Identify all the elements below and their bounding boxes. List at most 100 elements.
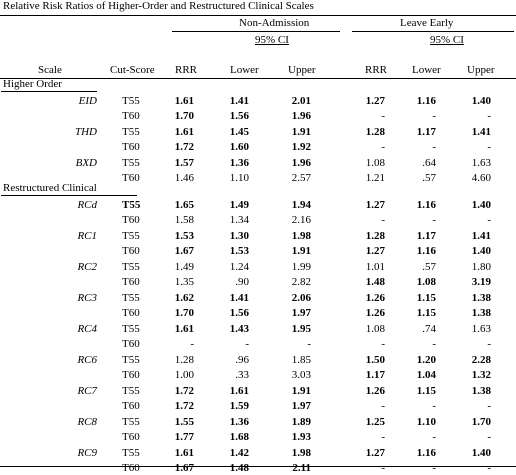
table-cell: 1.27 [365, 245, 385, 257]
scale-name: RC8 [77, 416, 97, 428]
ci-label-non-admission: 95% CI [255, 34, 289, 46]
table-title: Relative Risk Ratios of Higher-Order and… [3, 0, 314, 12]
table-cell: - [487, 462, 491, 474]
table-cell: 1.01 [365, 261, 385, 273]
table-cell: 1.26 [365, 385, 385, 397]
table-cell: 2.01 [291, 95, 311, 107]
table-cell: 1.27 [365, 95, 385, 107]
table-cell: 1.94 [291, 199, 311, 211]
table-cell: 1.96 [291, 110, 311, 122]
table-cell: 1.63 [471, 323, 491, 335]
table-cell: 1.27 [365, 447, 385, 459]
table-cell: 1.68 [229, 431, 249, 443]
table-cell: - [487, 141, 491, 153]
table-cell: .64 [422, 157, 436, 169]
cut-score: T55 [122, 416, 140, 428]
cut-score: T55 [122, 447, 140, 459]
table-cell: 1.61 [174, 95, 194, 107]
ci-label-leave-early: 95% CI [430, 34, 464, 46]
table-cell: 1.28 [365, 230, 385, 242]
table-cell: 1.85 [291, 354, 311, 366]
cut-score: T60 [122, 431, 140, 443]
table-cell: 1.40 [471, 199, 491, 211]
table-cell: 1.10 [416, 416, 436, 428]
scale-name: RC7 [77, 385, 97, 397]
table-cell: 1.21 [365, 172, 385, 184]
scale-name: RC9 [77, 447, 97, 459]
table-cell: 1.80 [471, 261, 491, 273]
table-cell: 1.43 [229, 323, 249, 335]
scale-name: RC4 [77, 323, 97, 335]
cut-score: T55 [122, 292, 140, 304]
table-cell: 1.58 [174, 214, 194, 226]
table-cell: 1.16 [416, 447, 436, 459]
table-cell: - [381, 110, 385, 122]
table-cell: 1.25 [365, 416, 385, 428]
table-cell: 1.38 [471, 385, 491, 397]
table-cell: 1.61 [174, 323, 194, 335]
table-cell: 1.16 [416, 95, 436, 107]
table-cell: - [307, 338, 311, 350]
table-cell: 1.91 [291, 126, 311, 138]
table-cell: 1.77 [174, 431, 194, 443]
header-upper-1: Upper [288, 64, 316, 76]
table-cell: 1.49 [174, 261, 194, 273]
section-rule [1, 195, 137, 196]
table-cell: .74 [422, 323, 436, 335]
table-cell: - [487, 338, 491, 350]
table-cell: 1.61 [174, 447, 194, 459]
table-cell: 1.59 [229, 400, 249, 412]
table-cell: 1.20 [416, 354, 436, 366]
table-cell: 1.40 [471, 245, 491, 257]
table-cell: - [381, 431, 385, 443]
table-cell: .57 [422, 261, 436, 273]
group-rule-non-admission [172, 31, 340, 32]
cut-score: T60 [122, 276, 140, 288]
table-cell: 1.41 [471, 230, 491, 242]
table-cell: - [432, 400, 436, 412]
header-upper-2: Upper [467, 64, 495, 76]
cut-score: T55 [122, 323, 140, 335]
table-cell: - [190, 338, 194, 350]
table-cell: 1.28 [174, 354, 194, 366]
table-cell: - [432, 431, 436, 443]
table-cell: 1.26 [365, 292, 385, 304]
table-cell: - [432, 338, 436, 350]
cut-score: T60 [122, 307, 140, 319]
group-rule-leave-early [352, 31, 514, 32]
table-cell: 1.16 [416, 199, 436, 211]
table-cell: 1.99 [291, 261, 311, 273]
cut-score: T60 [122, 369, 140, 381]
table-cell: 1.17 [365, 369, 385, 381]
table-cell: 1.27 [365, 199, 385, 211]
table-cell: 1.30 [229, 230, 249, 242]
table-cell: 1.08 [365, 323, 385, 335]
table-cell: 1.15 [416, 307, 436, 319]
cut-score: T55 [122, 199, 141, 211]
cut-score: T60 [122, 172, 140, 184]
cut-score: T60 [122, 245, 140, 257]
table-cell: 1.92 [291, 141, 311, 153]
table-cell: 1.63 [471, 157, 491, 169]
table-cell: 1.45 [229, 126, 249, 138]
table-cell: - [381, 141, 385, 153]
section-label: Restructured Clinical [3, 182, 97, 194]
table-cell: 1.32 [471, 369, 491, 381]
table-cell: - [381, 462, 385, 474]
cut-score: T60 [122, 214, 140, 226]
table-cell: 1.46 [174, 172, 194, 184]
table-cell: 1.10 [229, 172, 249, 184]
table-cell: 1.15 [416, 292, 436, 304]
table-cell: 1.72 [174, 400, 194, 412]
header-rule [0, 78, 516, 79]
table-cell: 1.36 [229, 157, 249, 169]
header-lower-1: Lower [230, 64, 259, 76]
table-cell: 1.55 [174, 416, 194, 428]
table-cell: 1.93 [291, 431, 311, 443]
table-cell: 1.36 [229, 416, 249, 428]
header-rrr-1: RRR [175, 64, 198, 76]
table-cell: - [487, 400, 491, 412]
scale-name: EID [78, 95, 97, 107]
table-cell: 1.89 [291, 416, 311, 428]
section-label: Higher Order [3, 78, 62, 90]
